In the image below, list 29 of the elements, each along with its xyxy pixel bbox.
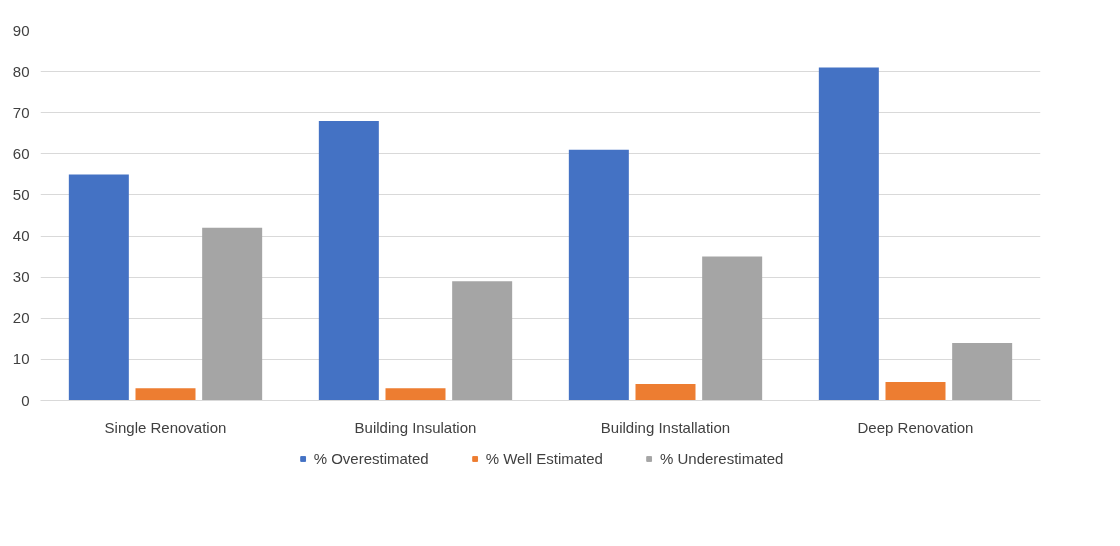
- bar: [568, 149, 629, 401]
- x-tick-label: Building Insulation: [354, 418, 477, 436]
- bar: [702, 256, 763, 401]
- y-tick-label: 20: [12, 309, 30, 327]
- y-tick-label: 90: [12, 21, 30, 39]
- bar: [202, 227, 263, 401]
- y-tick-label: 0: [21, 391, 30, 409]
- y-tick-label: 10: [12, 350, 30, 368]
- bar: [135, 388, 196, 401]
- y-tick-label: 50: [12, 185, 30, 203]
- y-tick-label: 70: [12, 103, 30, 121]
- bar: [385, 388, 446, 401]
- y-tick-label: 30: [12, 268, 30, 286]
- x-tick-label: Single Renovation: [104, 418, 227, 436]
- x-tick-label: Building Installation: [600, 418, 731, 436]
- y-tick-label: 40: [12, 227, 30, 245]
- bar: [68, 174, 129, 401]
- x-tick-label: Deep Renovation: [857, 418, 974, 436]
- bar: [635, 384, 696, 401]
- bar: [885, 382, 946, 401]
- y-tick-label: 80: [12, 62, 30, 80]
- bar: [452, 281, 513, 401]
- legend-label: % Underestimated: [659, 449, 784, 467]
- bar: [952, 342, 1013, 401]
- legend-label: % Overestimated: [313, 449, 429, 467]
- legend-label: % Well Estimated: [485, 449, 603, 467]
- y-tick-label: 60: [12, 144, 30, 162]
- bar: [818, 67, 879, 401]
- bar: [318, 120, 379, 401]
